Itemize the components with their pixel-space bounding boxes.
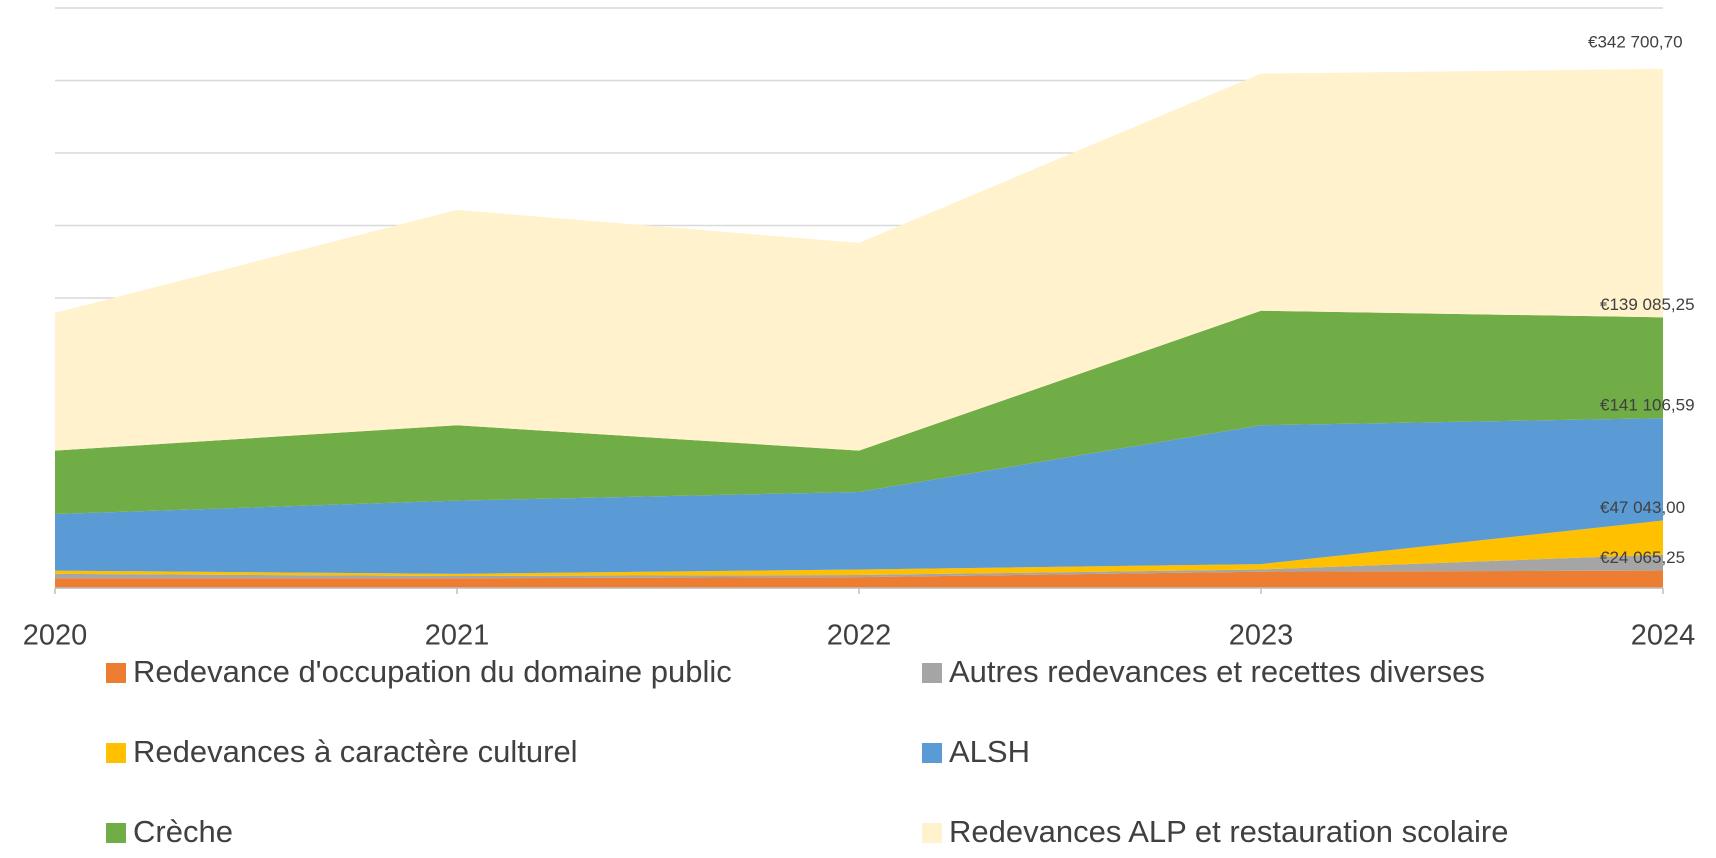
area (55, 418, 1663, 574)
x-tick-label: 2021 (425, 620, 490, 652)
legend-swatch (106, 823, 126, 843)
data-label: €139 085,25 (1600, 295, 1695, 314)
legend-swatch (922, 663, 942, 683)
legend-label: Redevances ALP et restauration scolaire (949, 814, 1508, 849)
legend-swatch (106, 743, 126, 763)
legend-label: Redevance d'occupation du domaine public (133, 654, 732, 689)
legend-swatch (922, 743, 942, 763)
area (55, 310, 1663, 515)
x-tick-label: 2024 (1631, 620, 1696, 652)
data-label: €342 700,70 (1588, 32, 1683, 51)
area (55, 554, 1663, 579)
legend-swatch (922, 823, 942, 843)
area (55, 570, 1663, 588)
area (55, 68, 1663, 451)
legend-label: Crèche (133, 814, 233, 849)
legend-label: Autres redevances et recettes diverses (949, 654, 1485, 689)
data-label: €24 065,25 (1600, 548, 1685, 567)
legend-label: ALSH (949, 734, 1030, 769)
data-label: €141 106,59 (1600, 396, 1695, 415)
x-tick-label: 2023 (1229, 620, 1294, 652)
data-label: €47 043,00 (1600, 498, 1685, 517)
legend-label: Redevances à caractère culturel (133, 734, 578, 769)
legend-swatch (106, 663, 126, 683)
x-tick-label: 2022 (827, 620, 892, 652)
x-tick-label: 2020 (23, 620, 88, 652)
